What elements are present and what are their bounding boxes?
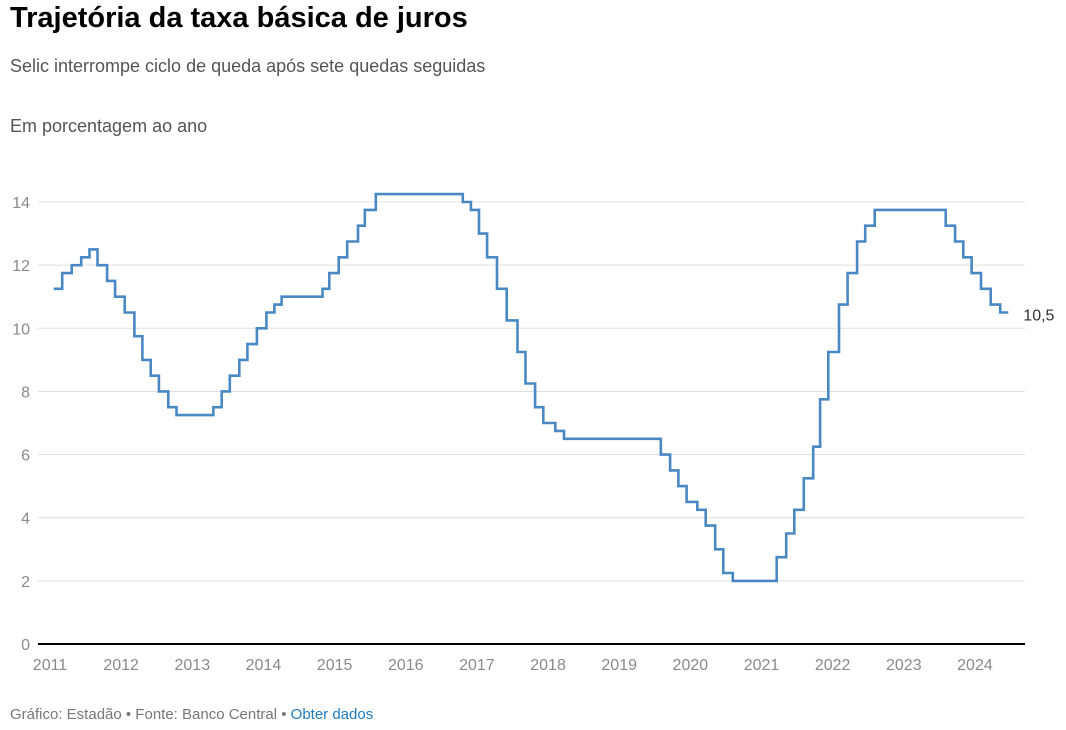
selic-line [53,192,1009,583]
chart-subtitle: Selic interrompe ciclo de queda após set… [10,56,486,76]
y-tick-label: 6 [21,448,30,465]
y-tick-label: 2 [21,574,30,591]
get-data-link[interactable]: Obter dados [290,706,374,723]
x-tick-label: 2014 [246,657,282,674]
y-tick-label: 12 [12,258,30,275]
x-tick-label: 2015 [317,657,353,674]
x-tick-label: 2020 [673,657,709,674]
x-tick-label: 2011 [33,657,68,674]
x-tick-label: 2013 [175,657,211,674]
x-tick-label: 2016 [388,657,424,674]
y-tick-label: 14 [12,195,30,212]
footer-credit: Gráfico: Estadão • Fonte: Banco Central … [10,706,291,723]
x-tick-label: 2017 [459,657,495,674]
x-tick-label: 2021 [744,657,780,674]
x-tick-label: 2019 [601,657,637,674]
footer: Gráfico: Estadão • Fonte: Banco Central … [10,706,373,723]
x-tick-label: 2018 [530,657,566,674]
chart-title: Trajetória da taxa básica de juros [10,2,468,34]
x-tick-label: 2022 [815,657,851,674]
x-tick-label: 2024 [957,657,993,674]
x-tick-label: 2023 [886,657,922,674]
y-tick-label: 4 [21,511,30,528]
end-value-label: 10,5 [1023,308,1054,325]
selic-chart: 0 2 4 6 8 10 12 14 2011 2012 2013 2014 2015 2016 2017 2… [12,192,1055,674]
y-tick-label: 10 [12,321,30,338]
x-tick-label: 2012 [103,657,139,674]
y-tick-label: 8 [21,384,30,401]
unit-label: Em porcentagem ao ano [10,116,208,136]
y-tick-label: 0 [21,637,30,654]
